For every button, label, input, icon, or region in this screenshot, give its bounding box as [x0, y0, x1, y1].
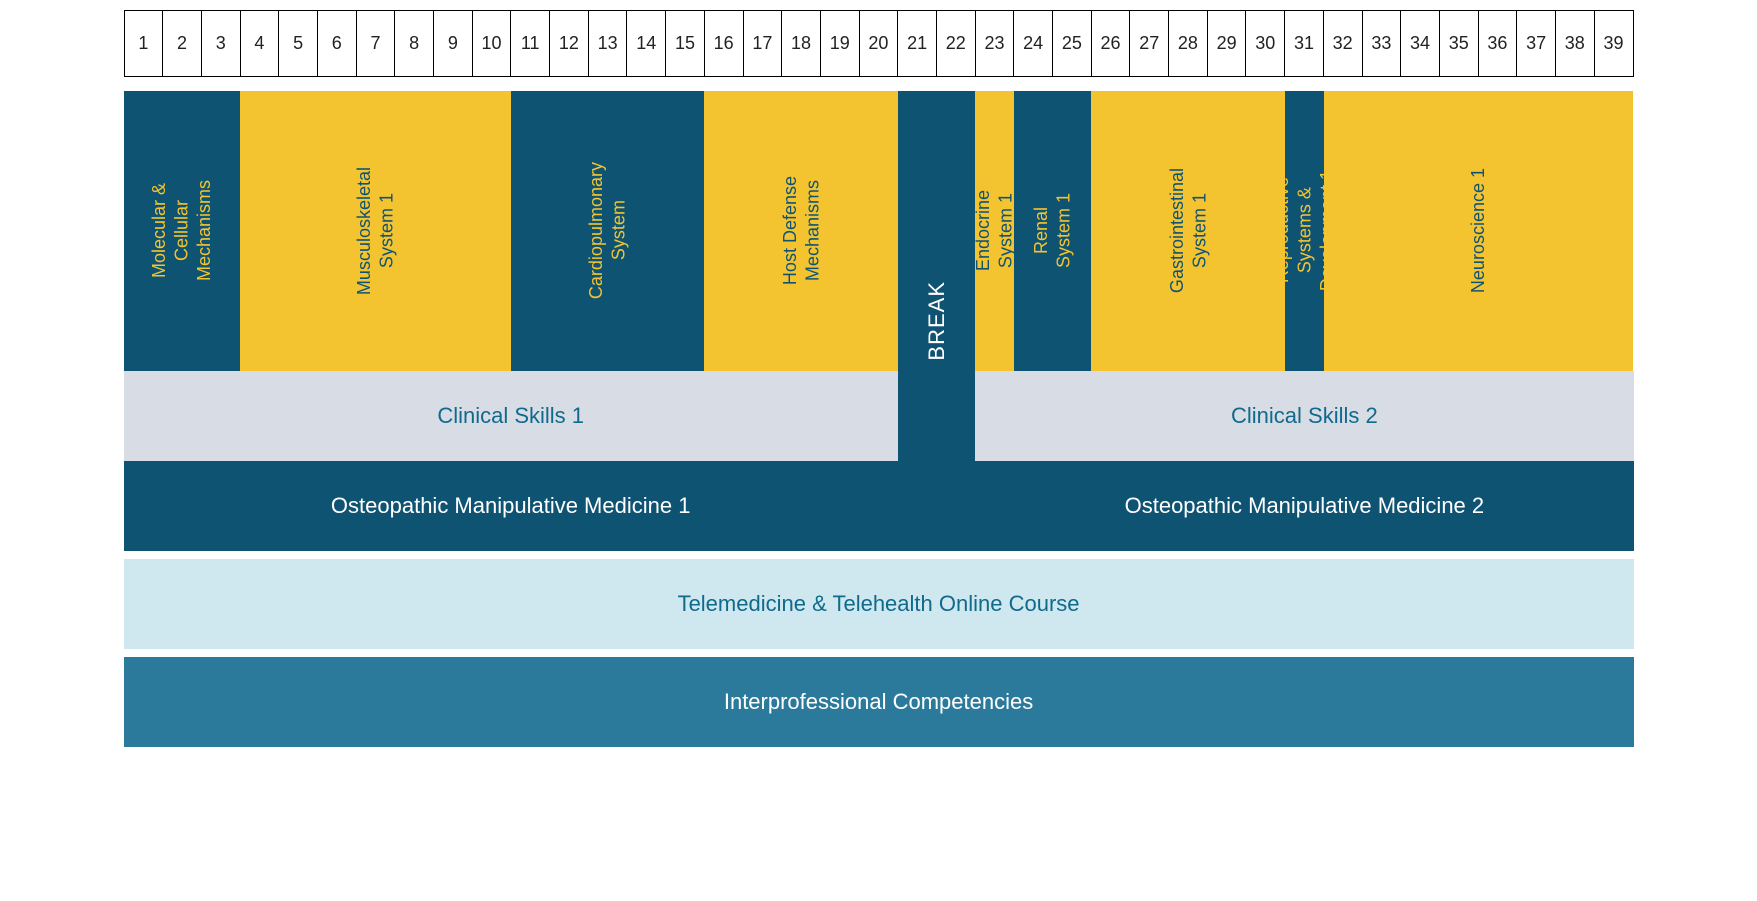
break-column: BREAK — [898, 91, 975, 551]
course-label: Host Defense Mechanisms — [779, 176, 824, 285]
course-block: Molecular & Cellular Mechanisms — [124, 91, 240, 371]
week-cell: 39 — [1595, 11, 1633, 76]
course-block: Neuroscience 1 — [1324, 91, 1634, 371]
course-row: Molecular & Cellular Mechanisms Musculosk… — [124, 91, 898, 371]
break-label: BREAK — [924, 281, 950, 361]
week-cell: 12 — [550, 11, 589, 76]
course-row: Endocrine System 1 Renal System 1 Gastroin… — [975, 91, 1633, 371]
course-label: Gastrointestinal System 1 — [1166, 168, 1211, 293]
course-label: Musculoskeletal System 1 — [353, 167, 398, 295]
curriculum-map: 1234567891011121314151617181920212223242… — [124, 10, 1634, 747]
course-label: Renal System 1 — [1030, 193, 1075, 268]
clinical-skills-right: Clinical Skills 2 — [975, 371, 1633, 461]
clinical-skills-left: Clinical Skills 1 — [124, 371, 898, 461]
week-cell: 13 — [589, 11, 628, 76]
course-block: Cardiopulmonary System — [511, 91, 705, 371]
week-cell: 8 — [395, 11, 434, 76]
omm-left: Osteopathic Manipulative Medicine 1 — [124, 461, 898, 551]
week-cell: 6 — [318, 11, 357, 76]
week-cell: 24 — [1014, 11, 1053, 76]
clinical-skills-left-label: Clinical Skills 1 — [437, 403, 584, 429]
week-cell: 3 — [202, 11, 241, 76]
week-cell: 35 — [1440, 11, 1479, 76]
omm-right-label: Osteopathic Manipulative Medicine 2 — [1125, 493, 1485, 519]
course-block: Gastrointestinal System 1 — [1091, 91, 1285, 371]
course-label: Endocrine System 1 — [972, 190, 1017, 271]
week-cell: 4 — [241, 11, 280, 76]
week-cell: 2 — [163, 11, 202, 76]
course-label: Cardiopulmonary System — [585, 162, 630, 299]
week-cell: 9 — [434, 11, 473, 76]
week-cell: 15 — [666, 11, 705, 76]
week-cell: 20 — [860, 11, 899, 76]
week-cell: 25 — [1053, 11, 1092, 76]
week-cell: 31 — [1285, 11, 1324, 76]
interprofessional-row: Interprofessional Competencies — [124, 657, 1634, 747]
week-cell: 17 — [744, 11, 783, 76]
week-cell: 34 — [1401, 11, 1440, 76]
week-cell: 33 — [1363, 11, 1402, 76]
week-cell: 7 — [357, 11, 396, 76]
week-cell: 19 — [821, 11, 860, 76]
week-cell: 11 — [511, 11, 550, 76]
week-cell: 38 — [1556, 11, 1595, 76]
week-cell: 37 — [1517, 11, 1556, 76]
week-cell: 5 — [279, 11, 318, 76]
week-cell: 29 — [1208, 11, 1247, 76]
week-cell: 36 — [1479, 11, 1518, 76]
week-cell: 23 — [976, 11, 1015, 76]
course-block: Endocrine System 1 — [975, 91, 1014, 371]
course-block: Reproductive Systems & Development 1 — [1285, 91, 1324, 371]
week-cell: 26 — [1092, 11, 1131, 76]
telemedicine-label: Telemedicine & Telehealth Online Course — [678, 591, 1080, 617]
omm-left-label: Osteopathic Manipulative Medicine 1 — [331, 493, 691, 519]
course-block: Renal System 1 — [1014, 91, 1091, 371]
week-cell: 30 — [1246, 11, 1285, 76]
week-cell: 28 — [1169, 11, 1208, 76]
course-label: Neuroscience 1 — [1467, 168, 1490, 293]
week-cell: 1 — [125, 11, 164, 76]
clinical-skills-right-label: Clinical Skills 2 — [1231, 403, 1378, 429]
course-block: Musculoskeletal System 1 — [240, 91, 511, 371]
course-label: Molecular & Cellular Mechanisms — [148, 180, 216, 281]
course-block: Host Defense Mechanisms — [704, 91, 898, 371]
week-cell: 16 — [705, 11, 744, 76]
week-cell: 18 — [782, 11, 821, 76]
interprofessional-label: Interprofessional Competencies — [724, 689, 1033, 715]
omm-right: Osteopathic Manipulative Medicine 2 — [975, 461, 1633, 551]
course-label: Reproductive Systems & Development 1 — [1271, 170, 1339, 291]
right-column: Endocrine System 1 Renal System 1 Gastroin… — [975, 77, 1633, 551]
courses-and-skills-wrapper: Molecular & Cellular Mechanisms Musculosk… — [124, 77, 1634, 551]
left-column: Molecular & Cellular Mechanisms Musculosk… — [124, 77, 898, 551]
week-cell: 14 — [627, 11, 666, 76]
telemedicine-row: Telemedicine & Telehealth Online Course — [124, 559, 1634, 649]
week-cell: 10 — [473, 11, 512, 76]
week-cell: 27 — [1130, 11, 1169, 76]
week-header-row: 1234567891011121314151617181920212223242… — [124, 10, 1634, 77]
week-cell: 21 — [898, 11, 937, 76]
week-cell: 32 — [1324, 11, 1363, 76]
week-cell: 22 — [937, 11, 976, 76]
